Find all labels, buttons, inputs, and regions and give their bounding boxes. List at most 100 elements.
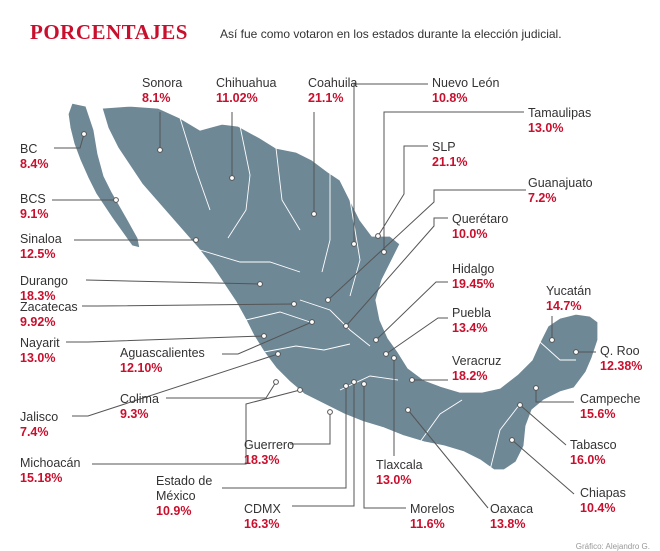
state-name: Sinaloa xyxy=(20,232,62,246)
page-title: PORCENTAJES xyxy=(30,20,188,44)
state-value: 13.0% xyxy=(376,473,412,487)
state-value: 9.1% xyxy=(20,207,49,221)
leader-oaxaca xyxy=(407,409,489,509)
label-veracruz: Veracruz 18.2% xyxy=(452,354,501,384)
label-nuevo-leon: Nuevo León 10.8% xyxy=(432,76,499,106)
state-value: 9.3% xyxy=(120,407,149,421)
leader-chiapas xyxy=(511,439,575,495)
state-name: Hidalgo xyxy=(452,262,495,276)
leader-guerrero xyxy=(290,412,331,445)
leader-nuevo-leon xyxy=(353,83,428,244)
label-tlaxcala: Tlaxcala 13.0% xyxy=(376,458,423,488)
state-name: Campeche xyxy=(580,392,641,406)
label-q-roo: Q. Roo 12.38% xyxy=(600,344,642,374)
label-hidalgo: Hidalgo 19.45% xyxy=(452,262,494,292)
leader-zacatecas xyxy=(82,303,295,307)
state-value: 7.4% xyxy=(20,425,49,439)
label-puebla: Puebla 13.4% xyxy=(452,306,491,336)
label-morelos: Morelos 11.6% xyxy=(410,502,454,532)
state-borders xyxy=(179,117,576,471)
state-name: Sonora xyxy=(142,76,183,90)
state-value: 8.4% xyxy=(20,157,49,171)
state-name: SLP xyxy=(432,140,456,154)
state-name: Colima xyxy=(120,392,159,406)
label-sonora: Sonora 8.1% xyxy=(142,76,182,106)
label-zacatecas: Zacatecas 9.92% xyxy=(20,300,78,330)
state-value: 16.0% xyxy=(570,453,606,467)
state-value: 10.9% xyxy=(156,504,192,518)
state-value: 11.6% xyxy=(410,517,445,531)
leader-campeche xyxy=(535,388,574,403)
state-value: 12.5% xyxy=(20,247,56,261)
state-value: 14.7% xyxy=(546,299,582,313)
label-guerrero: Guerrero 18.3% xyxy=(244,438,294,468)
leader-puebla xyxy=(385,317,448,355)
state-value: 13.0% xyxy=(20,351,56,365)
state-name: Tamaulipas xyxy=(528,106,592,120)
state-value: 15.6% xyxy=(580,407,616,421)
state-value: 21.1% xyxy=(308,91,344,105)
mainland-mexico-shape xyxy=(101,105,599,471)
state-name: Puebla xyxy=(452,306,491,320)
state-value: 13.0% xyxy=(528,121,564,135)
state-value: 21.1% xyxy=(432,155,468,169)
state-name: Jalisco xyxy=(20,410,59,424)
state-name: Michoacán xyxy=(20,456,81,470)
state-name: Guanajuato xyxy=(528,176,593,190)
label-cdmx: CDMX 16.3% xyxy=(244,502,281,532)
state-name: Chihuahua xyxy=(216,76,277,90)
baja-california-shape xyxy=(67,102,141,249)
leader-cdmx xyxy=(292,382,355,507)
state-value: 10.4% xyxy=(580,501,616,515)
state-value: 12.10% xyxy=(120,361,163,375)
state-value: 7.2% xyxy=(528,191,557,205)
state-name: Querétaro xyxy=(452,212,509,226)
label-sinaloa: Sinaloa 12.5% xyxy=(20,232,62,262)
leader-colima xyxy=(166,381,277,399)
state-value: 16.3% xyxy=(244,517,280,531)
label-jalisco: Jalisco 7.4% xyxy=(20,410,58,440)
leader-bc xyxy=(54,133,85,149)
label-coahuila: Coahuila 21.1% xyxy=(308,76,357,106)
label-colima: Colima 9.3% xyxy=(120,392,159,422)
label-chihuahua: Chihuahua 11.02% xyxy=(216,76,276,106)
label-queretaro: Querétaro 10.0% xyxy=(452,212,508,242)
label-yucatan: Yucatán 14.7% xyxy=(546,284,591,314)
state-name: BCS xyxy=(20,192,46,206)
label-bcs: BCS 9.1% xyxy=(20,192,49,222)
state-value: 12.38% xyxy=(600,359,643,373)
state-name: Tlaxcala xyxy=(376,458,423,472)
state-value: 13.8% xyxy=(490,517,526,531)
label-durango: Durango 18.3% xyxy=(20,274,68,304)
leader-dots xyxy=(81,131,579,443)
leader-jalisco xyxy=(72,353,279,417)
state-value: 10.0% xyxy=(452,227,488,241)
leader-morelos xyxy=(363,384,406,509)
graphic-credit: Gráfico: Alejandro G. xyxy=(575,542,650,551)
state-name: Durango xyxy=(20,274,68,288)
leader-hidalgo xyxy=(375,281,448,341)
leader-guanajuato xyxy=(327,189,526,301)
state-name: Coahuila xyxy=(308,76,358,90)
label-bc: BC 8.4% xyxy=(20,142,49,172)
leader-queretaro xyxy=(345,217,448,327)
state-name: Aguascalientes xyxy=(120,346,205,360)
leader-edomex xyxy=(222,386,347,489)
leader-durango xyxy=(85,279,261,285)
state-value: 15.18% xyxy=(20,471,63,485)
state-value: 10.8% xyxy=(432,91,468,105)
label-tamaulipas: Tamaulipas 13.0% xyxy=(528,106,591,136)
state-name: Guerrero xyxy=(244,438,295,452)
state-name: Zacatecas xyxy=(20,300,78,314)
label-guanajuato: Guanajuato 7.2% xyxy=(528,176,593,206)
leader-aguascalientes xyxy=(222,321,313,355)
label-nayarit: Nayarit 13.0% xyxy=(20,336,60,366)
state-name: Veracruz xyxy=(452,354,502,368)
state-name: CDMX xyxy=(244,502,281,516)
label-campeche: Campeche 15.6% xyxy=(580,392,640,422)
leader-nayarit xyxy=(66,335,265,343)
state-value: 18.3% xyxy=(20,289,56,303)
state-value: 18.3% xyxy=(244,453,280,467)
